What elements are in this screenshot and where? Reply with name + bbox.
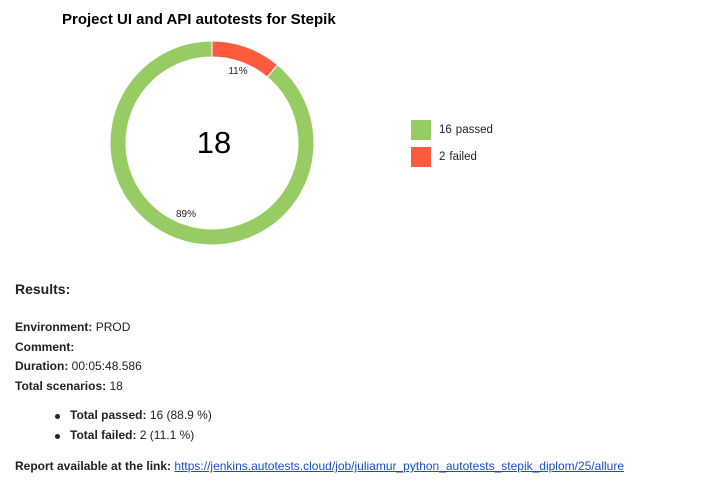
scenarios-label: Total scenarios: — [15, 378, 107, 393]
environment-value: PROD — [95, 320, 131, 334]
scenarios-line: Total scenarios: 18 — [15, 377, 142, 397]
duration-label: Duration: — [15, 359, 69, 373]
donut-label-failed: 11% — [228, 66, 247, 77]
total-failed-label: Total failed: — [70, 427, 137, 442]
legend-label-failed: 2 failed — [439, 151, 477, 163]
environment-label: Environment: — [15, 320, 93, 334]
total-passed-value: 16 (88.9 %) — [149, 408, 212, 422]
scenarios-value: 18 — [109, 378, 123, 393]
report-line: Report available at the link: https://je… — [15, 459, 624, 473]
legend-item-passed: 16 passed — [411, 120, 493, 140]
total-passed-item: Total passed: 16 (88.9 %) — [55, 406, 212, 426]
chart-title: Project UI and API autotests for Stepik — [62, 11, 336, 28]
comment-line: Comment: — [15, 338, 142, 358]
donut-label-passed: 89% — [176, 209, 196, 220]
donut-slices — [109, 40, 315, 246]
results-info: Environment: PROD Comment: Duration: 00:… — [15, 318, 142, 396]
results-heading: Results: — [15, 281, 71, 297]
report-link[interactable]: https://jenkins.autotests.cloud/job/juli… — [174, 459, 624, 473]
total-passed-label: Total passed: — [70, 408, 147, 422]
legend-swatch-failed — [411, 147, 431, 167]
donut-center-total: 18 — [197, 125, 231, 160]
total-failed-value: 2 (11.1 %) — [139, 427, 195, 442]
legend-item-failed: 2 failed — [411, 147, 493, 167]
total-failed-item: Total failed: 2 (11.1 %) — [55, 426, 212, 446]
donut-chart: 11% 89% 18 — [109, 40, 315, 246]
environment-line: Environment: PROD — [15, 318, 142, 338]
legend-label-passed: 16 passed — [439, 124, 493, 136]
totals-list: Total passed: 16 (88.9 %) Total failed: … — [55, 406, 212, 446]
report-label: Report available at the link: — [15, 459, 172, 473]
donut-slice-passed — [109, 40, 315, 246]
duration-value: 00:05:48.586 — [71, 359, 142, 373]
legend-swatch-passed — [411, 120, 431, 140]
chart-legend: 16 passed 2 failed — [411, 120, 493, 174]
duration-line: Duration: 00:05:48.586 — [15, 357, 142, 377]
donut-percent-labels: 11% 89% — [176, 66, 248, 220]
comment-label: Comment: — [15, 339, 75, 354]
